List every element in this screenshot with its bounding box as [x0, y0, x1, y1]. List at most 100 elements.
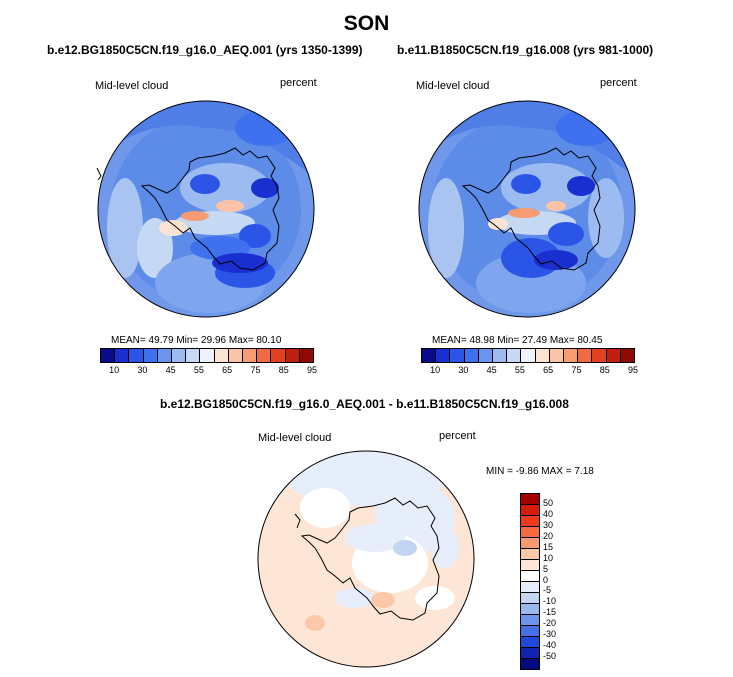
colorbar-difference-swatch	[521, 516, 539, 527]
panel-left-units: percent	[280, 77, 317, 89]
colorbar-left-swatch	[101, 349, 116, 362]
map-right	[418, 100, 636, 318]
colorbar-left-swatch	[172, 349, 187, 362]
map-left	[96, 100, 315, 318]
map-right-coastline	[461, 147, 601, 271]
colorbar-difference-tick-label: -30	[543, 629, 557, 640]
colorbar-right-swatch	[478, 349, 494, 362]
colorbar-difference-swatch	[521, 560, 539, 571]
colorbar-difference-swatch	[521, 494, 539, 505]
colorbar-left-swatch	[285, 349, 300, 362]
colorbar-difference-tick-label: -5	[543, 585, 552, 596]
colorbar-difference-tick-label: 30	[543, 519, 554, 530]
panel-right-variable: Mid-level cloud	[416, 80, 490, 92]
colorbar-right-tick-label: 75	[571, 365, 582, 375]
colorbar-difference-swatch	[521, 593, 539, 604]
colorbar-right-swatch	[578, 349, 593, 362]
colorbar-left-swatch	[243, 349, 258, 362]
colorbar-left-tick-label: 55	[193, 365, 204, 375]
colorbar-difference-swatch	[521, 615, 539, 626]
colorbar-difference-tick-label: 5	[543, 563, 549, 574]
colorbar-left-swatch	[157, 349, 173, 362]
colorbar-right-swatch	[606, 349, 621, 362]
map-difference-field	[258, 451, 474, 667]
colorbar-right-tick-label: 45	[486, 365, 497, 375]
map-left-field	[98, 101, 314, 317]
colorbar-difference-tick-label: -15	[543, 607, 557, 618]
colorbar-difference-swatch	[521, 648, 539, 659]
colorbar-right-tick-label: 10	[430, 365, 441, 375]
map-difference	[257, 450, 475, 668]
colorbar-left-swatch	[115, 349, 130, 362]
colorbar-difference-tick-label: 20	[543, 530, 554, 541]
colorbar-left-swatch	[214, 349, 229, 362]
panel-right-units: percent	[600, 77, 637, 89]
colorbar-right-swatch	[564, 349, 579, 362]
panel-left-case-title: b.e12.BG1850C5CN.f19_g16.0_AEQ.001 (yrs …	[47, 43, 363, 57]
map-right-field	[419, 101, 635, 317]
colorbar-left-tick-label: 30	[137, 365, 148, 375]
colorbar-right-swatch	[592, 349, 607, 362]
map-left-coastline	[96, 147, 280, 271]
colorbar-right-ticks: 10 30 45 55 65 75 85 95	[421, 365, 638, 377]
figure-title: SON	[343, 12, 390, 35]
colorbar-right-tick-label: 30	[458, 365, 469, 375]
colorbar-difference	[520, 493, 540, 670]
colorbar-left-swatch	[228, 349, 244, 362]
colorbar-left-swatch	[299, 349, 314, 362]
colorbar-right	[421, 348, 635, 363]
colorbar-difference-swatch	[521, 659, 539, 669]
colorbar-right-tick-label: 85	[599, 365, 610, 375]
colorbar-difference-tick-label: 50	[543, 497, 554, 508]
colorbar-left-ticks: 10 30 45 55 65 75 85 95	[100, 365, 317, 377]
colorbar-difference-swatch	[521, 505, 539, 516]
colorbar-left-swatch	[129, 349, 144, 362]
colorbar-difference-swatch	[521, 571, 539, 582]
colorbar-difference-tick-label: -10	[543, 596, 557, 607]
colorbar-difference-swatch	[521, 527, 539, 538]
colorbar-difference-tick-label: 15	[543, 541, 554, 552]
colorbar-right-swatch	[620, 349, 635, 362]
colorbar-left-tick-label: 95	[306, 365, 318, 375]
colorbar-left-swatch	[186, 349, 201, 362]
colorbar-left-tick-label: 75	[250, 365, 261, 375]
colorbar-left-swatch	[200, 349, 215, 362]
colorbar-difference-tick-label: -40	[543, 640, 557, 651]
colorbar-right-swatch	[535, 349, 550, 362]
colorbar-right-swatch	[422, 349, 437, 362]
colorbar-right-swatch	[450, 349, 465, 362]
colorbar-difference-tick-label: 0	[543, 574, 549, 585]
difference-units: percent	[439, 430, 476, 442]
colorbar-difference-swatch	[521, 582, 539, 593]
colorbar-right-swatch	[549, 349, 565, 362]
colorbar-right-tick-label: 55	[514, 365, 525, 375]
colorbar-difference-swatch	[521, 549, 539, 560]
colorbar-difference-swatch	[521, 604, 539, 615]
colorbar-right-swatch	[493, 349, 508, 362]
panel-left-stats: MEAN= 49.79 Min= 29.96 Max= 80.10	[111, 335, 282, 346]
panel-left-variable: Mid-level cloud	[95, 80, 169, 92]
colorbar-difference-ticks: 50 40 30 20 15 10 5 0 -5 -10 -15 -20 -30 -40 -50	[543, 493, 573, 668]
map-left-outline	[97, 100, 315, 318]
colorbar-left-swatch	[257, 349, 272, 362]
difference-stats: MIN = -9.86 MAX = 7.18	[486, 466, 594, 477]
colorbar-right-tick-label: 65	[543, 365, 554, 375]
difference-variable: Mid-level cloud	[258, 432, 332, 444]
colorbar-left-swatch	[271, 349, 286, 362]
colorbar-left-tick-label: 45	[165, 365, 176, 375]
colorbar-difference-tick-label: 40	[543, 508, 554, 519]
map-difference-coastline	[294, 497, 440, 621]
colorbar-difference-tick-label: -20	[543, 618, 557, 629]
colorbar-left-tick-label: 65	[222, 365, 233, 375]
difference-title: b.e12.BG1850C5CN.f19_g16.0_AEQ.001 - b.e…	[160, 397, 569, 411]
colorbar-left-tick-label: 85	[278, 365, 289, 375]
colorbar-right-tick-label: 95	[627, 365, 639, 375]
colorbar-left-swatch	[143, 349, 158, 362]
colorbar-right-swatch	[521, 349, 536, 362]
colorbar-left	[100, 348, 314, 363]
colorbar-right-swatch	[507, 349, 522, 362]
panel-right-stats: MEAN= 48.98 Min= 27.49 Max= 80.45	[432, 335, 603, 346]
colorbar-difference-swatch	[521, 637, 539, 648]
map-right-outline	[418, 100, 636, 318]
colorbar-difference-tick-label: 10	[543, 552, 554, 563]
